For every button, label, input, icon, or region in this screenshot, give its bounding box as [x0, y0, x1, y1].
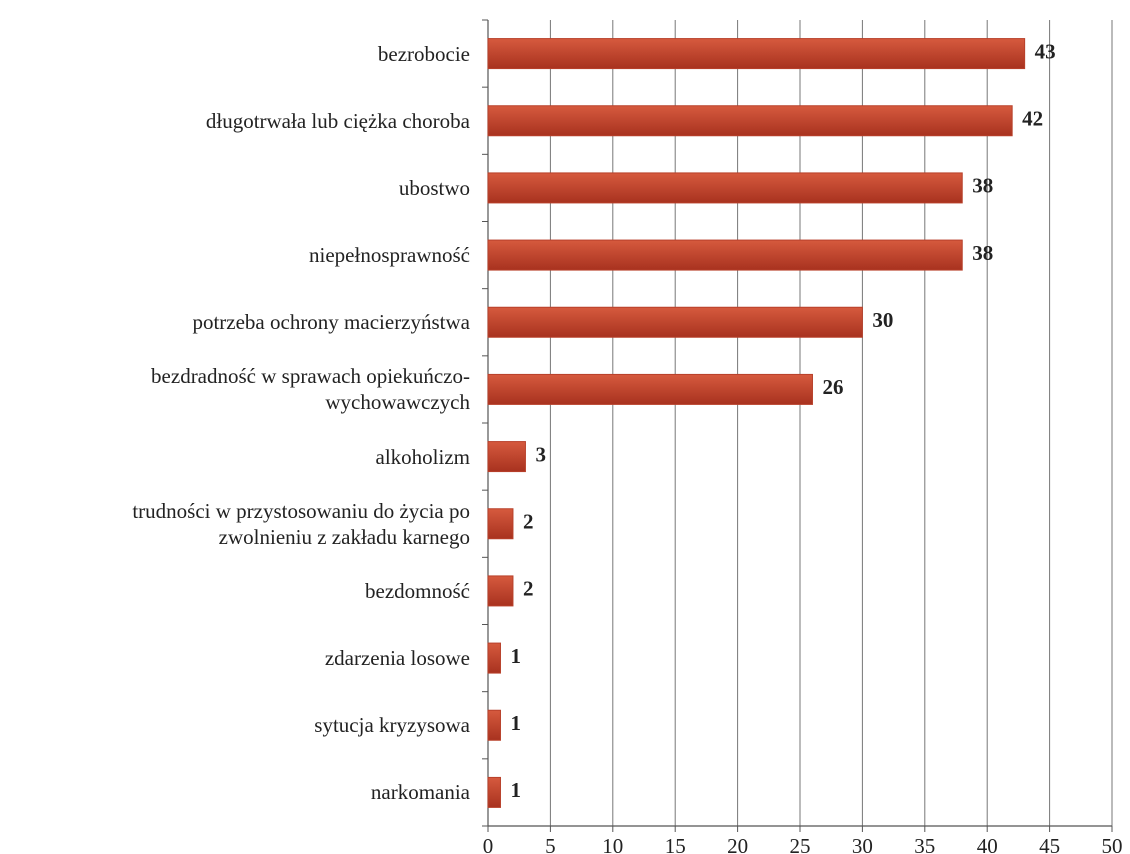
data-label: 2 — [523, 510, 534, 534]
bar — [487, 508, 514, 540]
data-label: 2 — [523, 577, 534, 601]
x-tick-label: 35 — [914, 834, 935, 854]
x-tick-label: 0 — [483, 834, 494, 854]
data-label: 1 — [510, 778, 520, 802]
x-tick-label: 45 — [1039, 834, 1060, 854]
data-label: 3 — [535, 442, 546, 466]
bar — [487, 709, 501, 741]
data-label: 1 — [510, 644, 520, 668]
data-label: 43 — [1035, 39, 1056, 63]
data-label: 38 — [972, 241, 993, 265]
y-tick-label: bezrobocie — [377, 41, 470, 66]
y-tick-label: bezdomność — [365, 578, 470, 603]
data-label: 42 — [1022, 107, 1043, 131]
y-tick-label: potrzeba ochrony macierzyństwa — [192, 310, 470, 335]
y-tick-label: trudności w przystosowaniu do życia po z… — [132, 498, 470, 549]
data-label: 30 — [872, 308, 893, 332]
x-tick-label: 20 — [727, 834, 748, 854]
bar — [487, 306, 863, 338]
y-tick-label: ubostwo — [398, 175, 470, 200]
bar — [487, 38, 1026, 70]
bar — [487, 373, 813, 405]
y-tick-label: narkomania — [370, 780, 470, 805]
bar — [487, 776, 501, 808]
bar — [487, 575, 514, 607]
bar — [487, 172, 963, 204]
y-tick-label: długotrwała lub ciężka choroba — [205, 108, 470, 133]
x-tick-label: 15 — [665, 834, 686, 854]
x-tick-label: 40 — [977, 834, 998, 854]
bar — [487, 642, 501, 674]
x-tick-label: 30 — [852, 834, 873, 854]
y-tick-label: sytucja kryzysowa — [314, 713, 470, 738]
x-tick-label: 25 — [790, 834, 811, 854]
x-tick-label: 10 — [602, 834, 623, 854]
bar — [487, 239, 963, 271]
data-label: 26 — [822, 375, 843, 399]
y-tick-label: zdarzenia losowe — [324, 646, 470, 671]
data-label: 1 — [510, 711, 520, 735]
y-tick-label: niepełnosprawność — [309, 243, 470, 268]
bar — [487, 105, 1013, 137]
x-tick-label: 5 — [545, 834, 556, 854]
x-tick-label: 50 — [1102, 834, 1123, 854]
y-tick-label: alkoholizm — [375, 444, 470, 469]
data-label: 38 — [972, 174, 993, 198]
y-tick-label: bezdradność w sprawach opiekuńczo- wycho… — [151, 364, 470, 415]
bar — [487, 441, 526, 473]
